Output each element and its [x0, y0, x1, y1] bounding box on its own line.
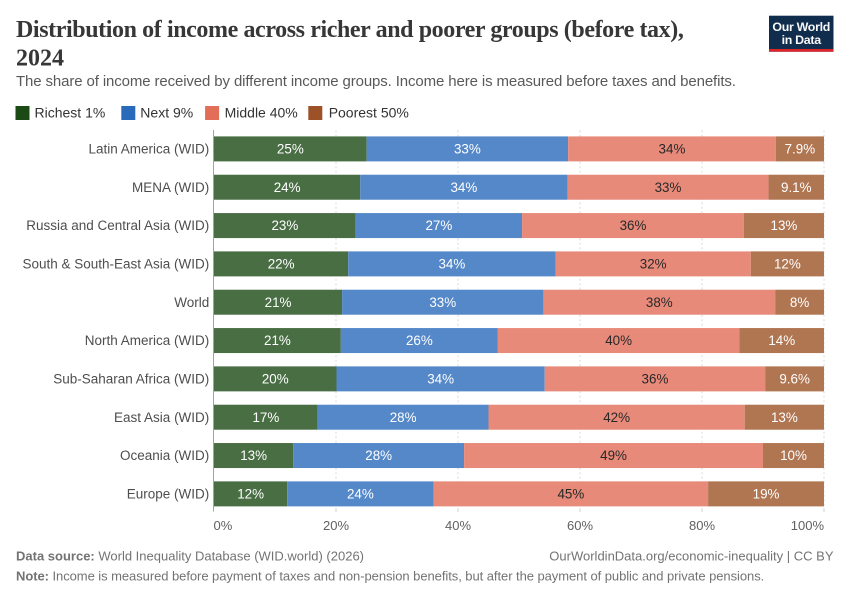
svg-text:Europe (WID): Europe (WID): [127, 487, 210, 502]
svg-text:34%: 34%: [450, 180, 477, 195]
svg-text:33%: 33%: [655, 180, 682, 195]
svg-text:49%: 49%: [600, 448, 627, 463]
svg-text:24%: 24%: [274, 180, 301, 195]
svg-text:MENA (WID): MENA (WID): [132, 180, 209, 195]
svg-text:27%: 27%: [425, 218, 452, 233]
svg-text:19%: 19%: [753, 487, 780, 502]
svg-text:33%: 33%: [429, 295, 456, 310]
svg-text:24%: 24%: [347, 487, 374, 502]
svg-text:23%: 23%: [271, 218, 298, 233]
svg-text:Note: Income is measured befor: Note: Income is measured before payment …: [16, 569, 764, 584]
svg-text:26%: 26%: [406, 333, 433, 348]
svg-text:Next 9%: Next 9%: [140, 105, 193, 121]
svg-text:20%: 20%: [262, 372, 289, 387]
svg-text:20%: 20%: [323, 518, 349, 533]
svg-text:Middle 40%: Middle 40%: [225, 105, 298, 121]
svg-text:Sub-Saharan Africa (WID): Sub-Saharan Africa (WID): [53, 372, 209, 387]
svg-text:32%: 32%: [640, 257, 667, 272]
svg-text:North America (WID): North America (WID): [85, 333, 210, 348]
svg-text:28%: 28%: [365, 448, 392, 463]
svg-text:33%: 33%: [454, 142, 481, 157]
svg-text:World: World: [174, 295, 209, 310]
svg-text:22%: 22%: [268, 257, 295, 272]
svg-text:10%: 10%: [780, 448, 807, 463]
svg-text:25%: 25%: [277, 142, 304, 157]
svg-text:in Data: in Data: [782, 33, 822, 47]
svg-text:12%: 12%: [774, 257, 801, 272]
svg-text:38%: 38%: [646, 295, 673, 310]
svg-text:8%: 8%: [790, 295, 809, 310]
svg-text:36%: 36%: [620, 218, 647, 233]
svg-text:40%: 40%: [605, 333, 632, 348]
svg-text:Data source: World Inequality: Data source: World Inequality Database (…: [16, 549, 364, 564]
svg-text:9.1%: 9.1%: [781, 180, 812, 195]
svg-text:13%: 13%: [771, 218, 798, 233]
svg-text:34%: 34%: [427, 372, 454, 387]
svg-text:28%: 28%: [390, 410, 417, 425]
svg-text:2024: 2024: [16, 46, 64, 72]
svg-text:12%: 12%: [237, 487, 264, 502]
svg-text:Poorest 50%: Poorest 50%: [329, 105, 409, 121]
svg-text:17%: 17%: [252, 410, 279, 425]
svg-text:Russia and Central Asia (WID): Russia and Central Asia (WID): [26, 218, 209, 233]
svg-text:45%: 45%: [557, 487, 584, 502]
svg-text:Latin America (WID): Latin America (WID): [89, 142, 210, 157]
svg-text:9.6%: 9.6%: [779, 372, 810, 387]
svg-text:The share of income received b: The share of income received by differen…: [16, 73, 736, 90]
svg-text:13%: 13%: [771, 410, 798, 425]
svg-text:60%: 60%: [567, 518, 593, 533]
svg-text:Our World: Our World: [772, 20, 830, 34]
svg-text:34%: 34%: [438, 257, 465, 272]
svg-text:21%: 21%: [265, 295, 292, 310]
svg-text:7.9%: 7.9%: [785, 142, 816, 157]
svg-text:40%: 40%: [445, 518, 471, 533]
svg-text:21%: 21%: [264, 333, 291, 348]
svg-text:0%: 0%: [214, 518, 233, 533]
svg-text:36%: 36%: [642, 372, 669, 387]
svg-text:Distribution of income across: Distribution of income across richer and…: [16, 17, 684, 43]
svg-text:100%: 100%: [791, 518, 825, 533]
svg-text:Richest 1%: Richest 1%: [35, 105, 106, 121]
svg-text:South & South-East Asia (WID): South & South-East Asia (WID): [22, 257, 209, 272]
svg-text:13%: 13%: [240, 448, 267, 463]
svg-text:OurWorldinData.org/economic-in: OurWorldinData.org/economic-inequality |…: [549, 549, 834, 564]
svg-text:34%: 34%: [659, 142, 686, 157]
svg-text:42%: 42%: [603, 410, 630, 425]
svg-text:Oceania (WID): Oceania (WID): [120, 448, 209, 463]
svg-text:80%: 80%: [689, 518, 715, 533]
svg-text:East Asia (WID): East Asia (WID): [114, 410, 209, 425]
svg-text:14%: 14%: [768, 333, 795, 348]
